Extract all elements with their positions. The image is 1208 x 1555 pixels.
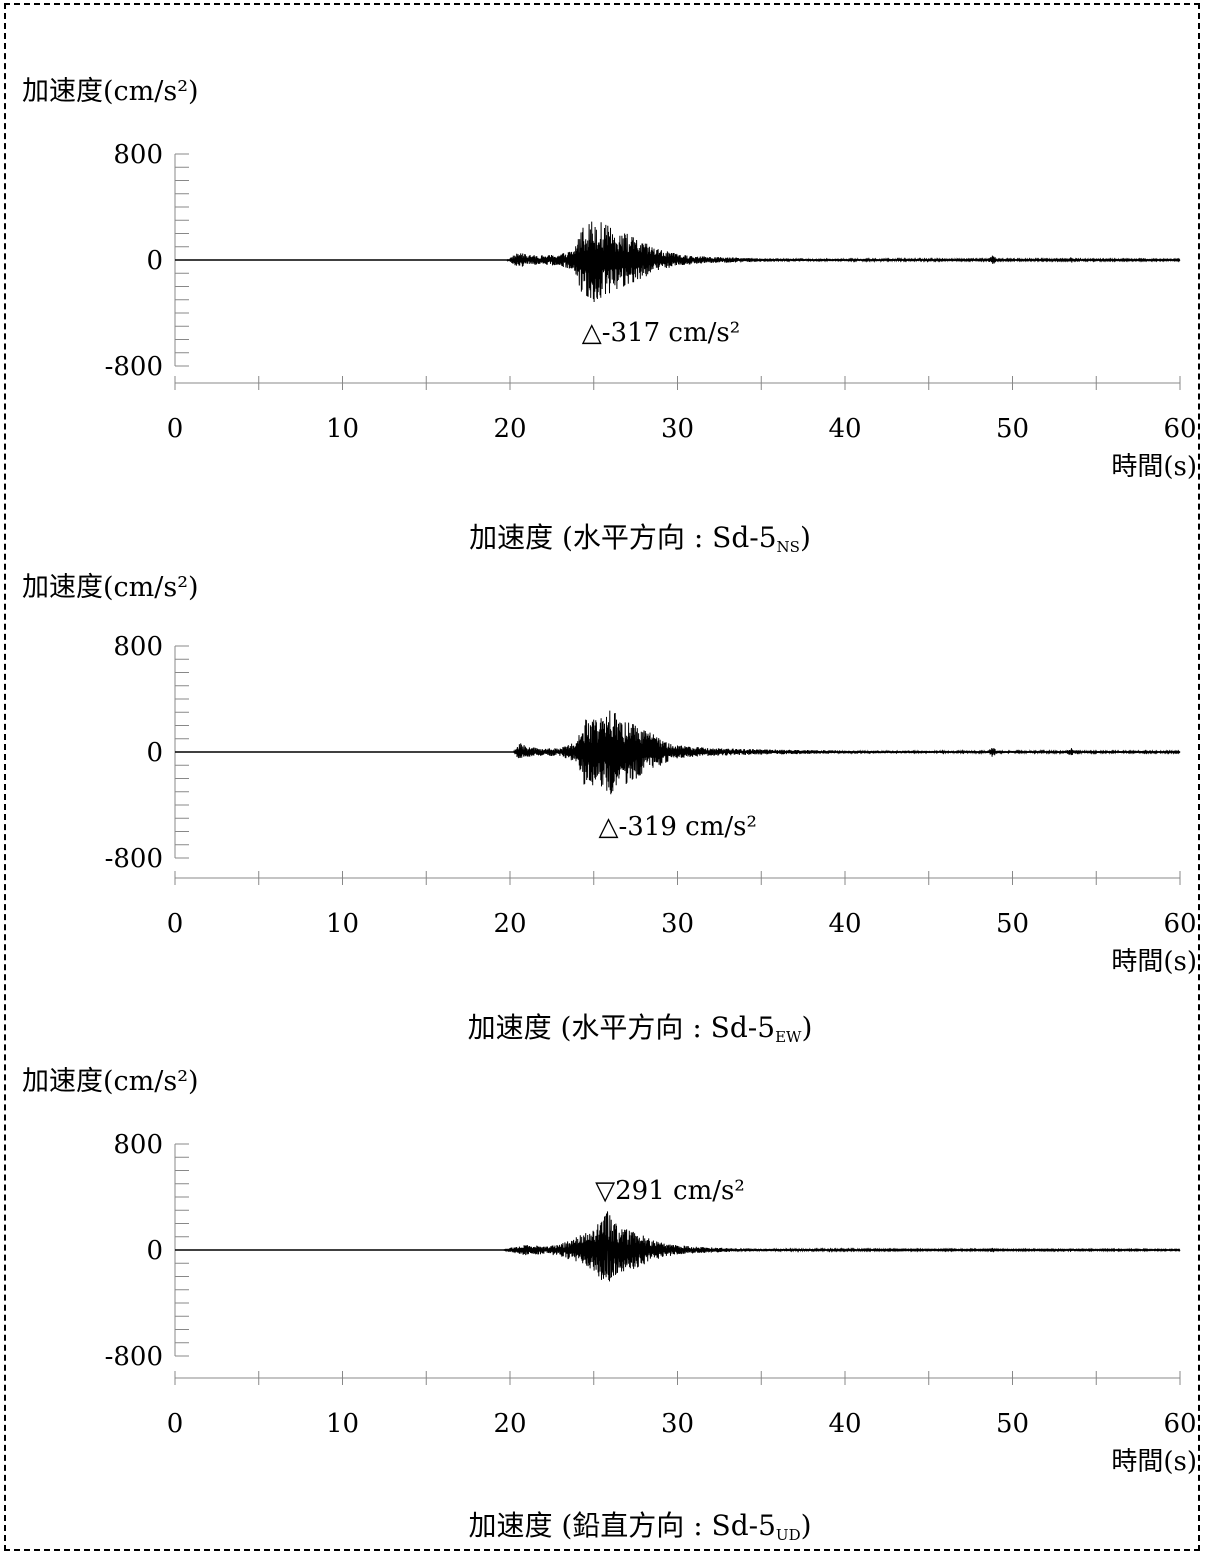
x-tick-label: 10: [326, 909, 359, 939]
x-tick-label: 60: [1163, 909, 1196, 939]
x-axis: [174, 871, 1181, 885]
dashed-frame: [4, 3, 1200, 1551]
caption-main: 加速度 (水平方向 : Sd-5: [469, 521, 776, 554]
y-tick-label: 0: [146, 738, 163, 768]
x-tick-label: 20: [493, 414, 526, 444]
chart-caption: 加速度 (水平方向 : Sd-5EW): [468, 1011, 813, 1046]
y-tick-label: -800: [105, 1342, 163, 1372]
chart-ew: 加速度(cm/s²) 800 0 -800 0 10 20 30 40 50 6…: [22, 572, 1197, 1046]
x-tick-label: 0: [167, 414, 184, 444]
x-tick-label: 10: [326, 414, 359, 444]
caption-end: ): [801, 1509, 812, 1542]
y-tick-label: 0: [146, 246, 163, 276]
x-axis-label: 時間(s): [1111, 452, 1197, 482]
acceleration-trace: [175, 1211, 1181, 1282]
chart-ud: 加速度(cm/s²) 800 0 -800 0 10 20 30 40 50 6…: [22, 1066, 1197, 1544]
y-axis-label: 加速度(cm/s²): [22, 76, 199, 107]
y-axis-label: 加速度(cm/s²): [22, 1066, 199, 1097]
chart-ns: 加速度(cm/s²) 800 0 -800 0 10 20 30 40 50 6…: [22, 76, 1197, 556]
y-tick-label: 800: [113, 632, 163, 662]
chart-caption: 加速度 (鉛直方向 : Sd-5UD): [468, 1509, 811, 1544]
acceleration-trace: [175, 221, 1181, 303]
y-tick-label: -800: [105, 844, 163, 874]
x-axis: [174, 1371, 1181, 1385]
y-axis-label: 加速度(cm/s²): [22, 572, 199, 603]
x-tick-label: 40: [828, 1409, 861, 1439]
caption-subscript: EW: [775, 1028, 802, 1046]
caption-main: 加速度 (鉛直方向 : Sd-5: [468, 1509, 775, 1542]
x-tick-label: 30: [661, 1409, 694, 1439]
chart-caption: 加速度 (水平方向 : Sd-5NS): [469, 521, 811, 556]
x-tick-label: 50: [996, 1409, 1029, 1439]
x-tick-label: 10: [326, 1409, 359, 1439]
x-tick-label: 60: [1163, 1409, 1196, 1439]
x-tick-label: 0: [167, 1409, 184, 1439]
x-tick-label: 30: [661, 909, 694, 939]
acceleration-trace: [175, 710, 1181, 795]
x-axis-label: 時間(s): [1111, 947, 1197, 977]
caption-subscript: UD: [776, 1526, 801, 1544]
x-tick-label: 50: [996, 909, 1029, 939]
y-tick-label: 800: [113, 140, 163, 170]
x-tick-label: 40: [828, 414, 861, 444]
peak-annotation: △-317 cm/s²: [582, 318, 740, 348]
x-axis-label: 時間(s): [1111, 1447, 1197, 1477]
x-tick-label: 0: [167, 909, 184, 939]
x-tick-label: 60: [1163, 414, 1196, 444]
x-tick-label: 20: [493, 1409, 526, 1439]
y-tick-label: 0: [146, 1236, 163, 1266]
caption-end: ): [801, 1011, 812, 1044]
y-tick-label: 800: [113, 1130, 163, 1160]
caption-end: ): [800, 521, 811, 554]
x-tick-label: 50: [996, 414, 1029, 444]
x-tick-label: 30: [661, 414, 694, 444]
x-tick-label: 20: [493, 909, 526, 939]
peak-annotation: ▽291 cm/s²: [595, 1176, 745, 1206]
x-tick-label: 40: [828, 909, 861, 939]
peak-annotation: △-319 cm/s²: [599, 812, 757, 842]
x-axis: [174, 376, 1181, 390]
caption-main: 加速度 (水平方向 : Sd-5: [468, 1011, 775, 1044]
y-tick-label: -800: [105, 352, 163, 382]
caption-subscript: NS: [777, 538, 800, 556]
